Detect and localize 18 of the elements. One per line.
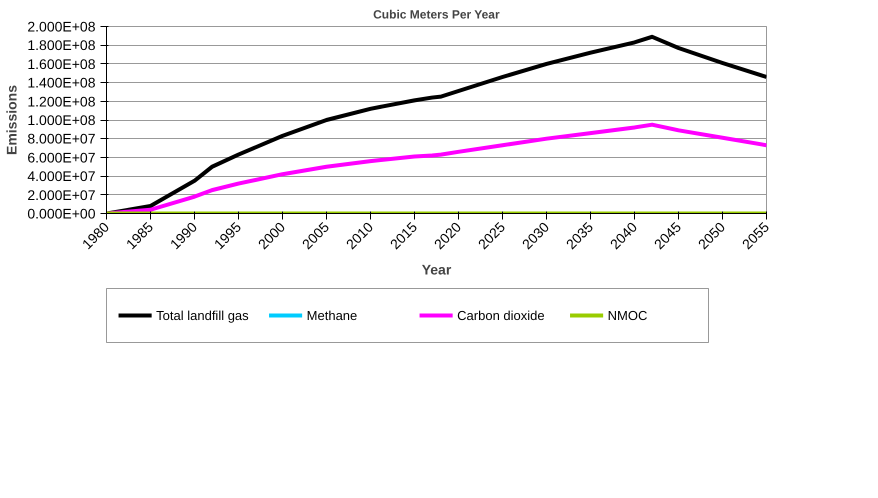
x-axis-title: Year [422,262,452,278]
chart-title: Cubic Meters Per Year [373,8,500,22]
y-tick-label: 1.000E+08 [27,112,96,128]
legend-label: NMOC [608,308,648,323]
y-tick-label: 6.000E+07 [27,149,96,166]
y-tick-label: 2.000E+07 [27,186,96,203]
y-axis-title: Emissions [3,84,20,156]
y-tick-label: 2.000E+08 [27,18,96,34]
y-tick-label: 0.000E+00 [27,206,96,222]
y-tick-label: 1.200E+08 [27,93,96,110]
y-tick-label: 1.800E+08 [27,37,96,54]
y-tick-label: 8.000E+07 [27,130,96,147]
y-tick-label: 4.000E+07 [27,168,96,184]
y-tick-label: 1.400E+08 [27,74,96,91]
legend-label: Methane [306,308,358,323]
y-tick-label: 1.600E+08 [27,56,96,72]
legend-label: Total landfill gas [156,308,250,323]
legend-label: Carbon dioxide [457,308,545,323]
